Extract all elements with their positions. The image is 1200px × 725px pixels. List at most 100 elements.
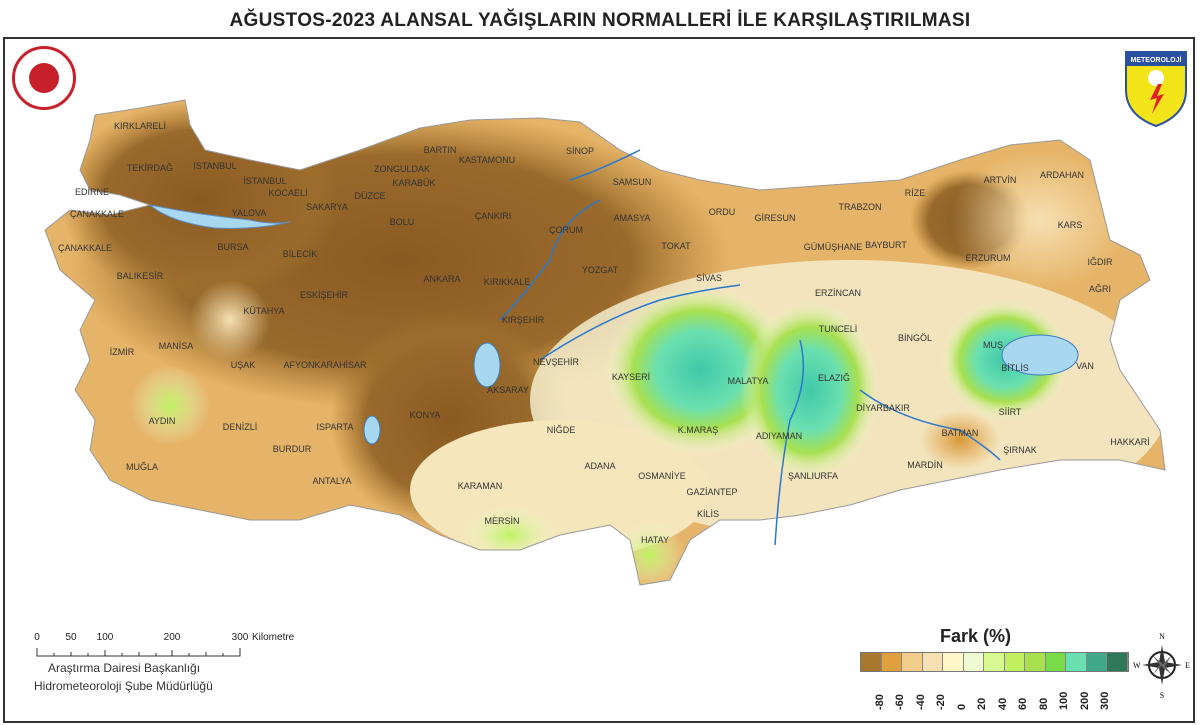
- city-label: TOKAT: [661, 241, 691, 251]
- city-label: BİLECİK: [282, 249, 318, 259]
- city-label: KAYSERİ: [611, 372, 651, 382]
- legend-swatch: [881, 653, 902, 671]
- legend-label: 0: [955, 703, 968, 710]
- city-label: MANİSA: [158, 341, 194, 351]
- city-label: TRABZON: [838, 202, 882, 212]
- city-label: ZONGULDAK: [373, 164, 431, 174]
- city-label: ŞANLIURFA: [787, 471, 839, 481]
- scale-tick-label: 0: [34, 632, 40, 643]
- credit-branch: Hidrometeoroloji Şube Müdürlüğü: [34, 679, 213, 693]
- city-label: DÜZCE: [354, 191, 386, 201]
- city-label: İSTANBUL: [243, 176, 287, 186]
- city-label: TEKİRDAĞ: [126, 163, 174, 173]
- city-label: ELAZIĞ: [817, 373, 851, 383]
- legend-swatch: [902, 653, 923, 671]
- legend-title: Fark (%): [940, 626, 1012, 646]
- city-label: UŞAK: [230, 360, 256, 370]
- city-label: SAKARYA: [306, 202, 348, 212]
- city-label: BARTIN: [423, 145, 457, 155]
- city-label: KARAMAN: [457, 481, 503, 491]
- legend-swatch: [1025, 653, 1046, 671]
- city-label: KIRIKKALE: [483, 277, 531, 287]
- legend-swatch: [922, 653, 943, 671]
- city-label: GÜMÜŞHANE: [803, 242, 863, 252]
- city-label: GAZİANTEP: [686, 487, 738, 497]
- city-label: AFYONKARAHİSAR: [283, 360, 367, 370]
- scale-unit: Kilometre: [252, 632, 295, 643]
- city-label: ÇANKIRI: [474, 211, 512, 221]
- legend-swatch: [963, 653, 984, 671]
- city-label: BOLU: [389, 217, 415, 227]
- city-label: ÇORUM: [549, 225, 583, 235]
- city-label: MALATYA: [727, 376, 769, 386]
- city-label: NİĞDE: [546, 425, 576, 435]
- city-label: KASTAMONU: [458, 155, 516, 165]
- city-label: KİLİS: [696, 509, 720, 519]
- city-label: ADIYAMAN: [755, 431, 803, 441]
- city-label: BATMAN: [941, 428, 979, 438]
- compass-e: E: [1185, 661, 1190, 670]
- city-label: MARDİN: [907, 460, 943, 470]
- city-label: BALIKESİR: [116, 271, 164, 281]
- city-label: SİİRT: [998, 407, 1022, 417]
- map-title: AĞUSTOS-2023 ALANSAL YAĞIŞLARIN NORMALLE…: [229, 10, 971, 31]
- city-label: VAN: [1076, 361, 1094, 371]
- legend-label: -80: [873, 694, 886, 710]
- city-label: ORDU: [708, 207, 736, 217]
- city-label: BİTLİS: [1001, 363, 1029, 373]
- legend-label: 40: [996, 697, 1009, 710]
- city-label: ÇANAKKALE: [69, 209, 125, 219]
- city-label: TUNCELİ: [818, 324, 858, 334]
- city-label: MUĞLA: [125, 462, 159, 472]
- city-label: GİRESUN: [754, 213, 796, 223]
- city-label: AKSARAY: [487, 385, 529, 395]
- svg-text:METEOROLOJİ: METEOROLOJİ: [1131, 56, 1182, 64]
- city-label: BİNGÖL: [897, 333, 933, 343]
- compass-s: S: [1160, 691, 1164, 700]
- city-label: İZMİR: [109, 347, 135, 357]
- legend-label: 100: [1058, 691, 1070, 710]
- city-label: KIRŞEHİR: [501, 315, 545, 325]
- city-label: EDİRNE: [74, 187, 110, 197]
- ministry-seal-icon: [12, 46, 76, 110]
- legend-swatch: [1066, 653, 1087, 671]
- scale-tick-label: 50: [65, 632, 77, 643]
- city-label: BURSA: [217, 242, 249, 252]
- scale-tick-label: 100: [96, 632, 114, 643]
- city-label: OSMANİYE: [638, 471, 686, 481]
- city-label: ŞIRNAK: [1003, 445, 1037, 455]
- city-label: AYDIN: [148, 416, 176, 426]
- compass-rose-icon: N S W E: [1133, 632, 1190, 700]
- city-label: K.MARAŞ: [677, 425, 719, 435]
- city-label: AĞRI: [1088, 284, 1112, 294]
- legend-label: -40: [914, 694, 927, 710]
- legend-label: 300: [1099, 691, 1111, 710]
- city-label: SAMSUN: [612, 177, 652, 187]
- city-label: BAYBURT: [865, 240, 907, 250]
- legend-label: -20: [935, 694, 947, 710]
- city-label: YALOVA: [231, 208, 267, 218]
- city-label: KONYA: [409, 410, 441, 420]
- legend-swatch: [984, 653, 1005, 671]
- city-label: SİVAS: [696, 273, 722, 283]
- legend-label: 200: [1078, 691, 1091, 710]
- city-label: NEVŞEHİR: [532, 357, 580, 367]
- legend-swatch: [861, 653, 882, 671]
- legend-swatch: [1086, 653, 1107, 671]
- city-label: ERZURUM: [965, 253, 1011, 263]
- city-label: IĞDIR: [1087, 257, 1113, 267]
- city-label: MUŞ: [983, 340, 1003, 350]
- scale-tick-label: 300: [231, 632, 249, 643]
- city-label: YOZGAT: [581, 265, 619, 275]
- city-label: KIRKLARELİ: [113, 121, 167, 131]
- legend-swatch: [1045, 653, 1066, 671]
- city-label: KOCAELİ: [268, 188, 308, 198]
- city-label: ESKİŞEHİR: [299, 290, 349, 300]
- scale-tick-label: 200: [163, 632, 181, 643]
- city-label: ARDAHAN: [1039, 170, 1085, 180]
- city-label: RİZE: [904, 188, 926, 198]
- legend-colorbar: [860, 652, 1129, 672]
- compass-w: W: [1133, 661, 1141, 670]
- city-label: ARTVİN: [983, 175, 1017, 185]
